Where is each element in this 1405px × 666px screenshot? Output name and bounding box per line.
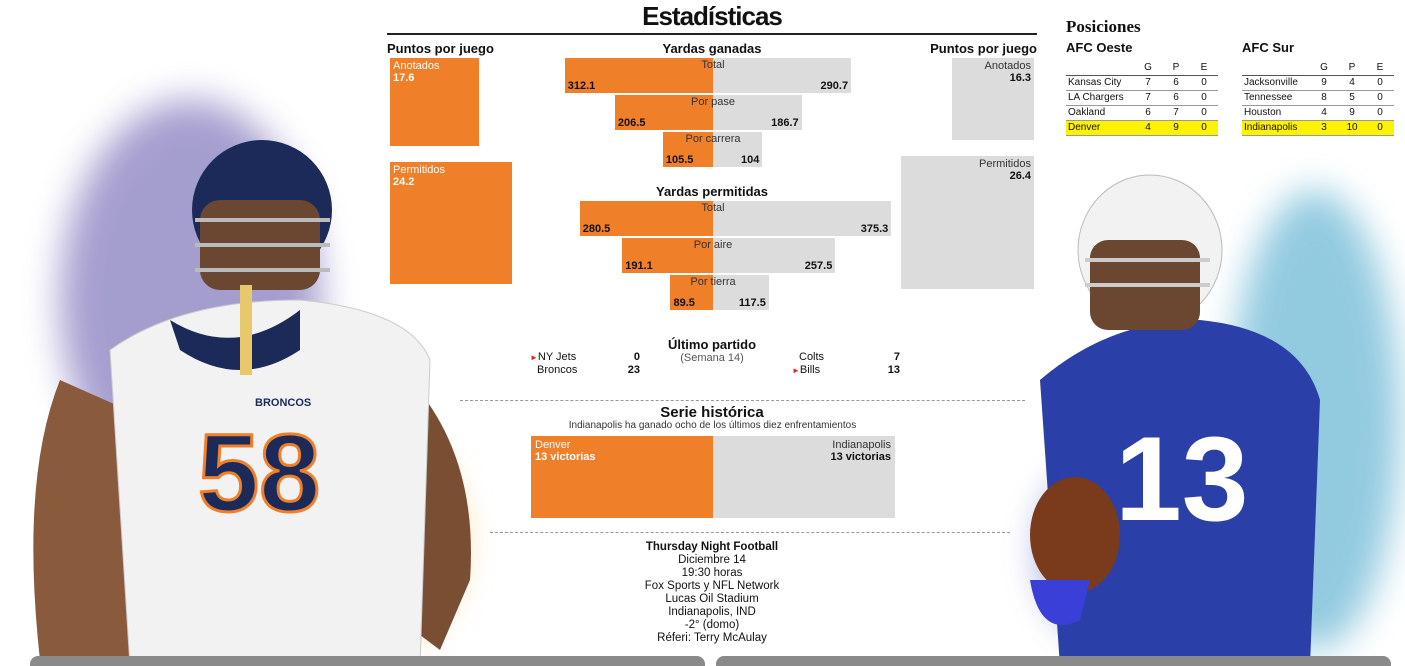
bar-value: 206.5 — [617, 117, 646, 129]
points-header-left: Puntos por juego — [387, 41, 494, 56]
game-info-line: Fox Sports y NFL Network — [644, 580, 780, 592]
last-game-week: (Semana 14) — [680, 352, 744, 364]
series-team: Denver — [535, 439, 571, 451]
game-info-line: Réferi: Terry McAulay — [657, 632, 767, 644]
standings-title: Posiciones — [1066, 17, 1141, 36]
yards_gained-denver-bar: 206.5 — [614, 95, 713, 130]
divider — [460, 400, 1025, 401]
yards-allowed-header: Yardas permitidas — [656, 184, 768, 199]
yards_allowed-denver-bar: 89.5 — [670, 275, 713, 310]
series-team: Indianapolis — [832, 439, 891, 451]
table-row: Tennessee 8 5 0 — [1242, 90, 1394, 106]
bar-value: 191.1 — [625, 260, 653, 272]
category-label: Total — [701, 202, 725, 214]
category-label: Total — [701, 59, 725, 71]
table-row-highlighted: Indianapolis 3 10 0 — [1242, 120, 1394, 136]
category-label: Por tierra — [690, 276, 736, 288]
result-score: 0 — [633, 351, 640, 363]
last-game-right: Colts 7 ►Bills 13 — [792, 351, 900, 377]
last-game-left: ►NY Jets 0 Broncos 23 — [530, 351, 640, 377]
bar-value: 24.2 — [393, 176, 415, 188]
game-info-title: Thursday Night Football — [645, 541, 779, 553]
result-team: Broncos — [537, 364, 578, 376]
footer-strip-left — [30, 656, 705, 666]
bar-value: 280.5 — [582, 223, 611, 235]
yards_gained-denver-bar: 312.1 — [564, 58, 713, 93]
game-info-line: Diciembre 14 — [678, 554, 746, 566]
bar-value: 105.5 — [665, 154, 694, 166]
result-team: ►Bills — [792, 364, 821, 376]
bar-value: 290.7 — [820, 80, 849, 92]
series-value: 13 victorias — [830, 451, 891, 463]
game-info-line: -2° (domo) — [684, 619, 740, 631]
game-info: Thursday Night Football Diciembre 14 19:… — [562, 541, 862, 645]
left-jersey-number: 58 — [196, 411, 321, 537]
left-jersey-brand: BRONCOS — [255, 397, 312, 409]
table-row: Kansas City 7 6 0 — [1066, 75, 1218, 91]
bar-value: 375.3 — [860, 223, 889, 235]
page-title: Estadísticas — [642, 1, 783, 31]
footer-strip-right — [716, 656, 1391, 666]
yards_gained-indy-bar: 186.7 — [713, 95, 802, 130]
category-label: Por aire — [693, 239, 733, 251]
result-score: 13 — [887, 364, 900, 376]
yards_gained-denver-bar: 105.5 — [662, 132, 713, 167]
yards_allowed-denver-bar: 280.5 — [579, 201, 713, 236]
bar-value: 117.5 — [738, 297, 766, 309]
yards_allowed-indy-bar: 117.5 — [713, 275, 769, 310]
bar-label: Anotados — [984, 60, 1031, 72]
points-header-right: Puntos por juego — [930, 41, 1037, 56]
bar-value: 186.7 — [771, 117, 799, 129]
division-name: AFC Oeste — [1066, 40, 1133, 55]
left-player-graphic: BRONCOS 58 — [0, 60, 520, 666]
yards_allowed-indy-bar: 375.3 — [713, 201, 892, 236]
bar-value: 17.6 — [393, 72, 415, 84]
bar-value: 16.3 — [1009, 72, 1031, 84]
right-player-graphic: 13 — [1000, 160, 1405, 666]
title-rule — [387, 33, 1037, 35]
category-label: Por pase — [690, 96, 736, 108]
bar-value: 26.4 — [1009, 170, 1031, 182]
table-row: LA Chargers 7 6 0 — [1066, 90, 1218, 106]
yards-gained-header: Yardas ganadas — [662, 41, 762, 56]
series-value: 13 victorias — [535, 451, 596, 463]
game-info-line: 19:30 horas — [681, 567, 743, 579]
result-score: 23 — [627, 364, 640, 376]
yards_gained-indy-bar: 104 — [713, 132, 763, 167]
series-header: Serie histórica — [660, 404, 764, 421]
table-row: Jacksonville 9 4 0 — [1242, 75, 1394, 91]
bar-label: Anotados — [393, 60, 440, 72]
indy-points-allowed-bar: Permitidos 26.4 — [901, 156, 1034, 289]
yards_allowed-denver-bar: 191.1 — [622, 238, 713, 273]
yards_gained-indy-bar: 290.7 — [713, 58, 852, 93]
bar-label: Permitidos — [393, 164, 445, 176]
bar-value: 89.5 — [673, 297, 695, 309]
table-row-highlighted: Denver 4 9 0 — [1066, 120, 1218, 136]
game-info-line: Lucas Oil Stadium — [665, 593, 759, 605]
series-subtitle: Indianapolis ha ganado ocho de los últim… — [568, 420, 857, 431]
result-score: 7 — [893, 351, 900, 363]
result-team: ►NY Jets — [530, 351, 577, 363]
bar-label: Permitidos — [979, 158, 1031, 170]
series-indy-bar: Indianapolis 13 victorias — [713, 436, 895, 518]
series-denver-bar: Denver 13 victorias — [531, 436, 713, 518]
last-game-header: Último partido — [667, 337, 757, 352]
category-label: Por carrera — [685, 133, 741, 145]
divider — [490, 532, 1010, 533]
denver-points-scored-bar: Anotados 17.6 — [390, 58, 479, 146]
indy-points-scored-bar: Anotados 16.3 — [952, 58, 1034, 140]
division-name: AFC Sur — [1242, 40, 1294, 55]
result-team: Colts — [799, 351, 825, 363]
right-jersey-number: 13 — [1115, 412, 1249, 546]
yards_allowed-indy-bar: 257.5 — [713, 238, 836, 273]
game-info-line: Indianapolis, IND — [668, 606, 756, 618]
bar-value: 257.5 — [804, 260, 833, 272]
table-row: Houston 4 9 0 — [1242, 105, 1394, 121]
bar-value: 104 — [741, 154, 760, 166]
denver-points-allowed-bar: Permitidos 24.2 — [390, 162, 512, 284]
bar-value: 312.1 — [567, 80, 596, 92]
table-row: Oakland 6 7 0 — [1066, 105, 1218, 121]
